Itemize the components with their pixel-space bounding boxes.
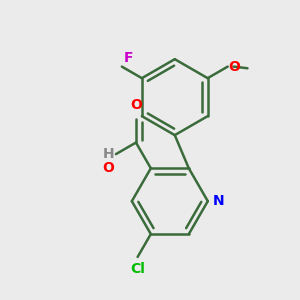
Text: H: H [103,147,114,161]
Text: F: F [124,51,133,65]
Text: Cl: Cl [130,262,145,276]
Text: N: N [213,194,224,208]
Text: O: O [229,60,241,74]
Text: O: O [102,161,114,175]
Text: O: O [130,98,142,112]
